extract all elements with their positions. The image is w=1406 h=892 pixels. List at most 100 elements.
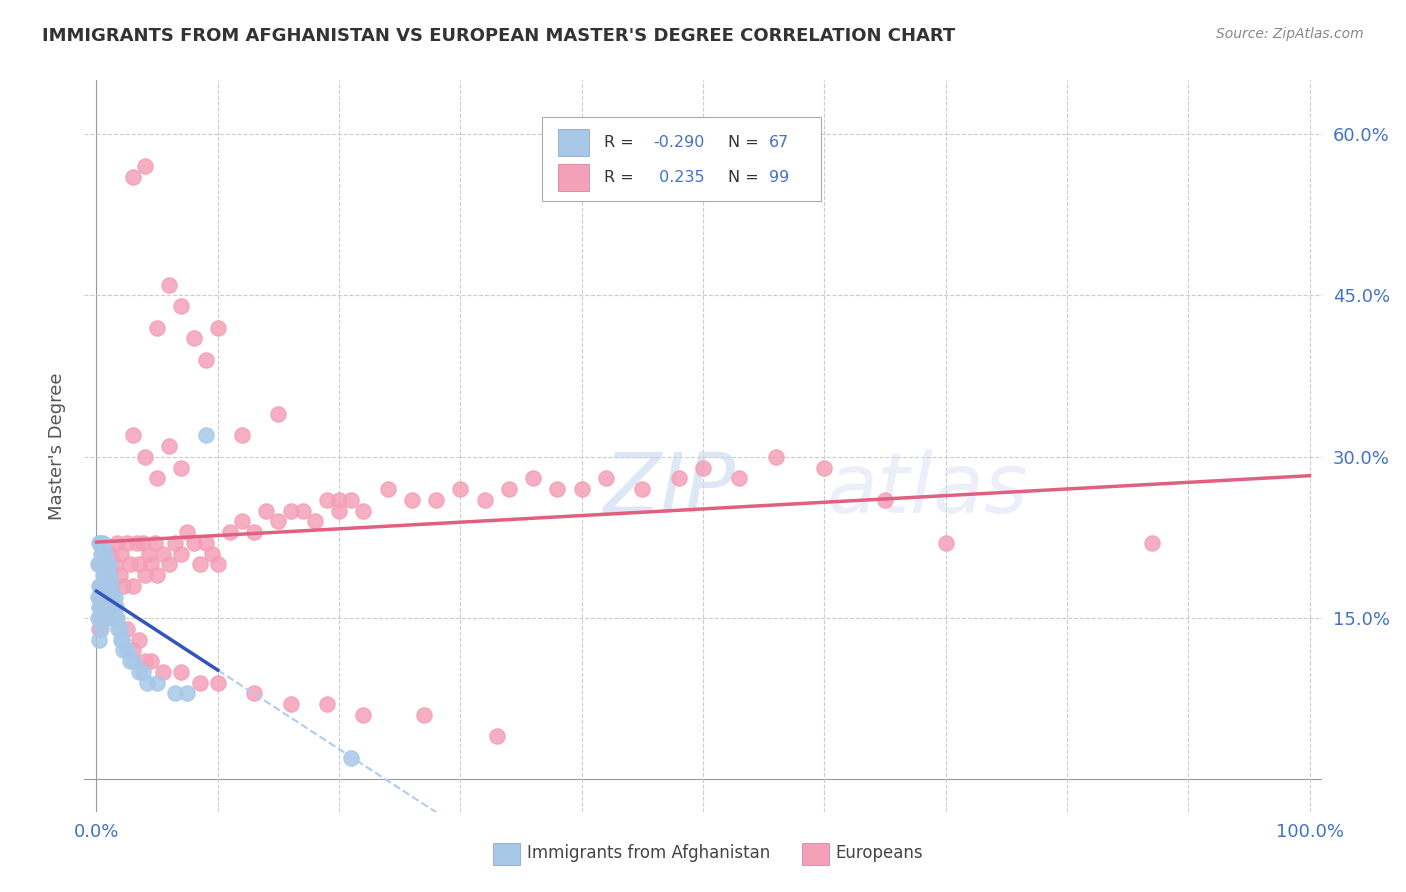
- Point: [91, 579, 114, 593]
- Point: [105, 536, 128, 550]
- Y-axis label: Master's Degree: Master's Degree: [48, 372, 66, 520]
- Point: [328, 503, 350, 517]
- Point: [86, 590, 108, 604]
- Point: [101, 590, 124, 604]
- Point: [138, 547, 160, 561]
- Point: [93, 547, 115, 561]
- Point: [668, 471, 690, 485]
- Point: [631, 482, 654, 496]
- Point: [194, 536, 217, 550]
- Point: [485, 730, 508, 744]
- Text: IMMIGRANTS FROM AFGHANISTAN VS EUROPEAN MASTER'S DEGREE CORRELATION CHART: IMMIGRANTS FROM AFGHANISTAN VS EUROPEAN …: [42, 27, 956, 45]
- Point: [170, 665, 193, 679]
- Point: [110, 547, 132, 561]
- Text: atlas: atlas: [827, 450, 1028, 531]
- Text: R =: R =: [605, 135, 638, 150]
- Text: -0.290: -0.290: [654, 135, 704, 150]
- Point: [873, 492, 896, 507]
- Point: [120, 654, 142, 668]
- Point: [188, 558, 211, 572]
- Text: 67: 67: [769, 135, 789, 150]
- Point: [170, 299, 193, 313]
- Point: [143, 536, 166, 550]
- Point: [94, 590, 117, 604]
- Point: [86, 558, 108, 572]
- Point: [89, 611, 111, 625]
- Point: [101, 611, 124, 625]
- Point: [103, 600, 125, 615]
- Point: [328, 492, 350, 507]
- Point: [152, 665, 174, 679]
- Point: [134, 450, 156, 464]
- Point: [522, 471, 544, 485]
- Point: [131, 536, 153, 550]
- Point: [108, 568, 131, 582]
- Text: 99: 99: [769, 170, 789, 185]
- Point: [152, 547, 174, 561]
- Text: R =: R =: [605, 170, 638, 185]
- Point: [90, 579, 112, 593]
- Point: [86, 611, 108, 625]
- Point: [96, 579, 118, 593]
- Point: [219, 524, 242, 539]
- Point: [93, 568, 115, 582]
- Point: [115, 643, 138, 657]
- Point: [107, 622, 129, 636]
- Point: [122, 579, 145, 593]
- Point: [139, 654, 162, 668]
- Point: [90, 611, 112, 625]
- Bar: [558, 163, 589, 192]
- Point: [136, 675, 159, 690]
- Point: [105, 611, 128, 625]
- Point: [104, 590, 127, 604]
- Point: [595, 471, 617, 485]
- Point: [165, 686, 187, 700]
- Bar: [492, 843, 520, 865]
- Point: [94, 611, 117, 625]
- Point: [157, 277, 180, 292]
- Point: [91, 536, 114, 550]
- Text: N =: N =: [728, 135, 763, 150]
- Point: [1140, 536, 1163, 550]
- Point: [100, 600, 122, 615]
- Point: [97, 600, 120, 615]
- Point: [207, 558, 229, 572]
- Text: N =: N =: [728, 170, 763, 185]
- Point: [89, 558, 111, 572]
- Point: [122, 654, 145, 668]
- Point: [96, 579, 118, 593]
- Point: [231, 514, 253, 528]
- Point: [112, 579, 135, 593]
- Point: [87, 600, 110, 615]
- Point: [243, 524, 266, 539]
- Point: [91, 568, 114, 582]
- Point: [377, 482, 399, 496]
- Point: [131, 665, 153, 679]
- Point: [104, 600, 127, 615]
- Point: [194, 353, 217, 368]
- Point: [128, 558, 150, 572]
- Point: [89, 536, 111, 550]
- Point: [115, 622, 138, 636]
- Point: [93, 600, 115, 615]
- Point: [96, 611, 118, 625]
- Point: [110, 632, 132, 647]
- Point: [183, 536, 205, 550]
- Point: [134, 159, 156, 173]
- Point: [571, 482, 593, 496]
- Point: [194, 428, 217, 442]
- Point: [291, 503, 314, 517]
- Point: [112, 643, 135, 657]
- Text: 0.235: 0.235: [654, 170, 704, 185]
- Point: [316, 697, 339, 711]
- Point: [243, 686, 266, 700]
- Point: [97, 568, 120, 582]
- Point: [146, 675, 169, 690]
- Point: [96, 600, 118, 615]
- Point: [122, 170, 145, 185]
- Point: [96, 611, 118, 625]
- Point: [474, 492, 496, 507]
- Point: [91, 558, 114, 572]
- Point: [170, 547, 193, 561]
- Point: [128, 632, 150, 647]
